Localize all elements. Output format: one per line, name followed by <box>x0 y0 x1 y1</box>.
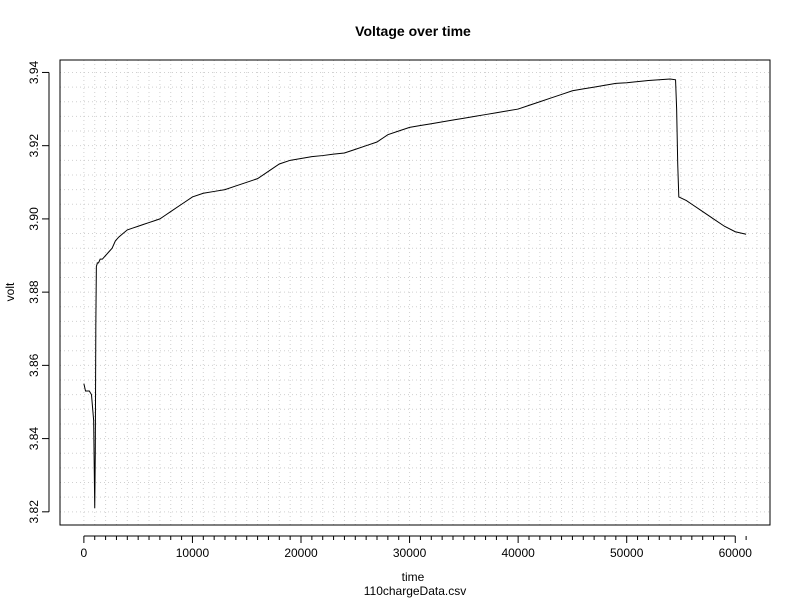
y-axis-label: volt <box>3 282 17 301</box>
x-tick-label: 0 <box>81 546 88 560</box>
y-tick-label: 3.82 <box>27 500 41 524</box>
x-tick-label: 10000 <box>176 546 210 560</box>
series-layer <box>83 78 747 509</box>
y-tick-label: 3.94 <box>27 60 41 84</box>
plot-frame <box>59 59 771 526</box>
y-tick-label: 3.92 <box>27 134 41 158</box>
grid <box>60 60 770 525</box>
x-tick-label: 50000 <box>610 546 644 560</box>
voltage-series-line <box>83 78 747 509</box>
y-tick-label: 3.86 <box>27 353 41 377</box>
x-tick-label: 20000 <box>284 546 318 560</box>
x-tick-label: 40000 <box>501 546 535 560</box>
y-tick-label: 3.90 <box>27 207 41 231</box>
y-tick-label: 3.84 <box>27 427 41 451</box>
x-tick-label: 30000 <box>393 546 427 560</box>
y-tick-label: 3.88 <box>27 280 41 304</box>
x-tick-label: 60000 <box>719 546 753 560</box>
chart-title: Voltage over time <box>355 23 471 39</box>
y-axis: 3.82 3.84 3.86 3.88 3.90 3.92 3.94 <box>27 60 50 524</box>
chart-subtitle: 110chargeData.csv <box>364 584 467 598</box>
x-axis-label: time <box>402 570 425 584</box>
x-axis: 0 10000 20000 30000 40000 50000 60000 <box>81 535 753 560</box>
